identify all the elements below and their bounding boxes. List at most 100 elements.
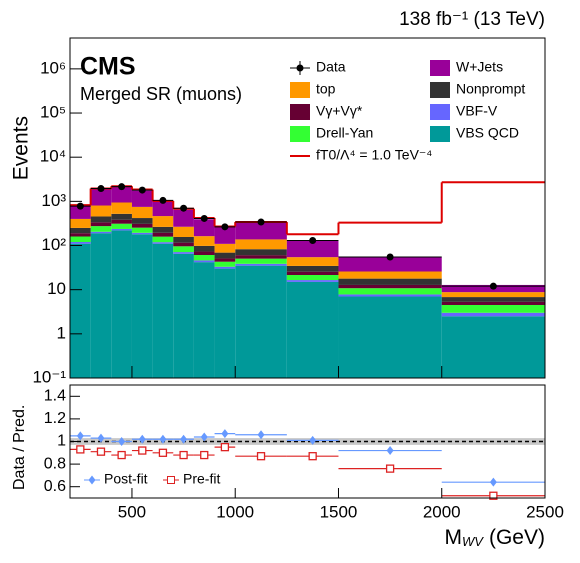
ratio-point (220, 442, 230, 452)
stack-segment (131, 218, 153, 224)
ratio-point (179, 450, 188, 460)
stack-segment (70, 227, 91, 234)
ratio-point (489, 491, 498, 500)
ratio-point (257, 430, 265, 440)
legend-marker (430, 82, 450, 98)
stack-segment (235, 258, 287, 264)
stack-segment (90, 226, 112, 232)
stack-segment (193, 219, 215, 237)
x-label-sub: WV (462, 534, 484, 549)
data-point (257, 218, 265, 226)
stack-segment (70, 243, 91, 378)
stack-segment (286, 280, 339, 282)
stack-segment (214, 258, 236, 262)
ratio-point (489, 477, 497, 487)
stack-segment (152, 236, 174, 243)
data-point (200, 214, 208, 222)
stack-segment (70, 242, 91, 244)
stack-segment (70, 233, 91, 237)
stack-segment (131, 190, 153, 207)
ratio-point (158, 448, 168, 457)
data-point (138, 186, 146, 194)
ratio-y-tick-label: 1 (57, 433, 66, 450)
stack-segment (111, 213, 132, 220)
stack-segment (111, 202, 132, 214)
y-tick-label: 10 (47, 279, 66, 298)
ratio-point (76, 445, 85, 454)
stack-segment (111, 230, 132, 378)
legend-label: Vγ+Vγ* (316, 103, 363, 119)
stack-segment (131, 234, 153, 378)
y-tick-label: 1 (57, 323, 66, 342)
x-tick-label: 1500 (320, 502, 358, 521)
x-tick-label: 500 (118, 502, 146, 521)
ratio-point (117, 450, 126, 460)
data-point (76, 202, 84, 210)
legend-marker (430, 60, 450, 76)
stack-segment (286, 281, 339, 378)
stack-segment (214, 243, 236, 253)
stack-segment (193, 260, 215, 263)
stack-segment (193, 245, 215, 252)
stack-segment (441, 301, 545, 305)
stack-segment (193, 262, 215, 378)
stack-segment (70, 205, 91, 219)
ratio-y-tick-label: 1.2 (44, 410, 66, 427)
x-label-unit: (GeV) (489, 526, 545, 549)
y-tick-label: 10⁶ (40, 58, 66, 77)
data-point (386, 253, 394, 261)
stack-segment (152, 216, 174, 227)
stack-segment (286, 274, 339, 281)
stack-segment (173, 253, 194, 378)
y-tick-label: 10² (41, 235, 66, 254)
legend-marker (290, 82, 310, 98)
stack-segment (152, 232, 174, 237)
stack-segment (152, 243, 174, 378)
ratio-point (308, 452, 317, 461)
experiment-label: CMS (80, 53, 136, 81)
legend-label: Drell-Yan (316, 125, 373, 141)
ratio-point (385, 464, 395, 473)
stack-segment (131, 227, 153, 233)
stack-segment (193, 236, 215, 246)
y-tick-label: 10³ (41, 191, 66, 210)
y-tick-label: 10⁴ (40, 147, 66, 166)
ratio-point (118, 437, 126, 446)
stack-segment (441, 316, 545, 378)
data-point (97, 185, 105, 193)
stack-segment (235, 265, 287, 378)
uncertainty-band (70, 438, 545, 445)
stack-segment (338, 294, 442, 297)
stack-segment (214, 227, 236, 244)
stack-segment (173, 246, 194, 253)
stack-segment (214, 252, 236, 259)
ratio-point (138, 446, 147, 455)
x-tick-label: 2000 (423, 502, 461, 521)
stack-segment (214, 266, 236, 269)
legend-label: fT0/Λ⁴ = 1.0 TeV⁻⁴ (316, 147, 432, 163)
legend-label: Post-fit (104, 471, 148, 487)
stack-segment (90, 222, 112, 227)
y-axis-label: Events (10, 116, 33, 180)
stack-segment (90, 188, 112, 206)
stack-segment (111, 223, 132, 229)
stack-segment (193, 251, 215, 255)
stack-segment (152, 226, 174, 233)
stack-segment (338, 284, 442, 289)
region-label: Merged SR (muons) (80, 84, 242, 104)
stack-segment (235, 249, 287, 256)
ratio-axis-label: Data / Pred. (11, 405, 28, 490)
stack-segment (90, 216, 112, 223)
x-axis-label: MWV (GeV) (445, 526, 545, 550)
ratio-point (256, 452, 266, 461)
stack-segment (338, 257, 442, 272)
stack-segment (70, 218, 91, 228)
x-label-main: M (445, 526, 463, 549)
data-point (309, 236, 317, 244)
ratio-y-tick-label: 0.6 (44, 478, 66, 495)
stack-segment (173, 209, 194, 227)
main-frame (69, 37, 546, 379)
stack-segment (173, 242, 194, 247)
data-point (221, 223, 229, 231)
legend-label: top (316, 81, 336, 97)
